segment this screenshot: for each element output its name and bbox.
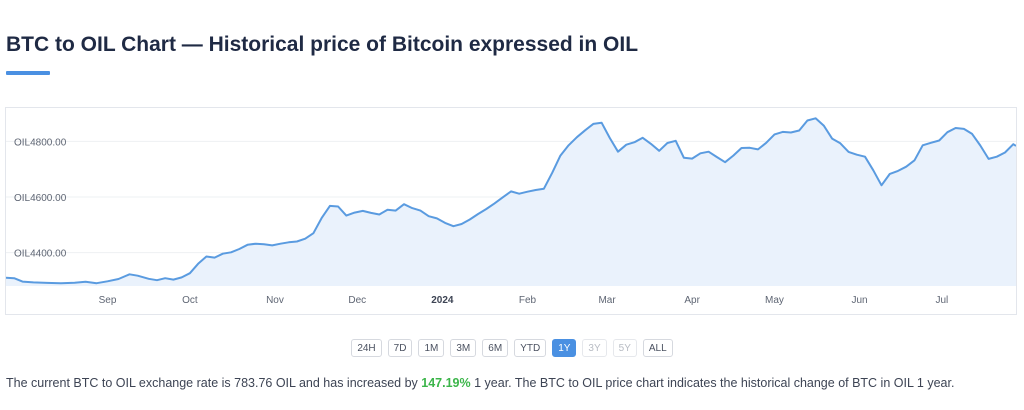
range-button-7d[interactable]: 7D [387, 339, 413, 357]
range-button-all[interactable]: ALL [642, 339, 673, 357]
range-button-24h[interactable]: 24H [351, 339, 382, 357]
x-tick-label: Feb [519, 295, 537, 306]
chart-svg[interactable]: OIL4400.00 OIL4600.00 OIL4800.00 Sep Oct Nov… [6, 108, 1016, 314]
x-tick-label: Jul [935, 295, 948, 306]
x-tick-label: May [765, 295, 784, 306]
range-button-1m[interactable]: 1M [418, 339, 445, 357]
x-tick-label: Apr [684, 295, 700, 306]
x-tick-label: Sep [99, 295, 117, 306]
range-button-ytd[interactable]: YTD [514, 339, 547, 357]
x-tick-label: Dec [348, 295, 366, 306]
x-tick-label: Oct [182, 295, 198, 306]
x-axis-ticks: SepOctNovDec2024FebMarAprMayJunJulAug [99, 295, 949, 306]
y-axis-ticks: OIL4400.00 OIL4600.00 OIL4800.00 [14, 137, 67, 259]
range-button-1y[interactable]: 1Y [552, 339, 577, 357]
range-button-5y: 5Y [612, 339, 637, 357]
title-underline [6, 71, 50, 75]
percent-change: 147.19% [421, 376, 471, 390]
y-tick-label: OIL4600.00 [14, 193, 67, 204]
price-chart[interactable]: OIL4400.00 OIL4600.00 OIL4800.00 Sep Oct Nov… [5, 107, 1017, 315]
price-series-line [6, 117, 1016, 285]
y-tick-label: OIL4800.00 [14, 137, 67, 148]
range-button-6m[interactable]: 6M [482, 339, 509, 357]
x-tick-label: Jun [851, 295, 867, 306]
x-tick-label: Nov [266, 295, 284, 306]
page-title: BTC to OIL Chart — Historical price of B… [6, 33, 639, 56]
y-tick-label: OIL4400.00 [14, 249, 67, 260]
x-tick-label: Mar [598, 295, 616, 306]
time-range-selector: 24H 7D 1M 3M 6M YTD 1Y 3Y 5Y ALL [0, 339, 1024, 357]
price-area-fill [6, 118, 1016, 286]
range-button-3y: 3Y [582, 339, 607, 357]
summary-text-after: 1 year. The BTC to OIL price chart indic… [470, 376, 955, 390]
x-tick-label: 2024 [431, 295, 454, 306]
summary-text-before: The current BTC to OIL exchange rate is … [6, 376, 422, 390]
rate-summary: The current BTC to OIL exchange rate is … [6, 376, 954, 390]
range-button-3m[interactable]: 3M [450, 339, 477, 357]
